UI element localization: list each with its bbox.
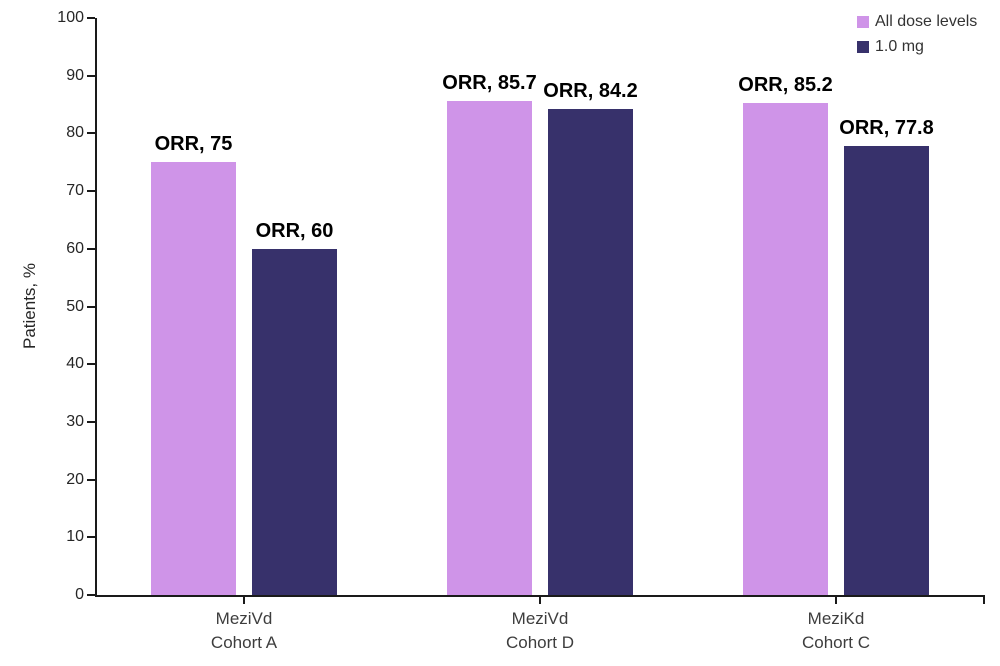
- y-tick-label: 0: [75, 586, 84, 603]
- y-tick-mark: [87, 190, 95, 193]
- y-tick-label: 90: [66, 66, 84, 84]
- y-tick-mark: [87, 74, 95, 77]
- bar-1-0-mg: [844, 146, 929, 595]
- bar-value-label: ORR, 84.2: [543, 80, 638, 103]
- y-tick-mark: [87, 536, 95, 539]
- y-tick-label: 40: [66, 355, 84, 373]
- y-tick-label: 50: [66, 297, 84, 315]
- y-tick-mark: [87, 363, 95, 366]
- legend-item: All dose levels: [857, 13, 977, 31]
- x-axis-end-tick-mark: [983, 597, 985, 604]
- x-tick-mark: [243, 597, 245, 604]
- y-tick-mark: [87, 594, 95, 596]
- y-tick-label: 80: [66, 124, 84, 142]
- y-tick-mark: [87, 420, 95, 423]
- bar-all-dose-levels: [151, 162, 236, 595]
- legend-label: 1.0 mg: [875, 38, 924, 55]
- y-tick-label: 100: [57, 9, 84, 26]
- legend-color-swatch: [857, 41, 869, 53]
- legend-label: All dose levels: [875, 13, 978, 30]
- bar-value-label: ORR, 60: [255, 219, 334, 242]
- bar-value-label: ORR, 85.7: [442, 71, 537, 94]
- bar-value-label: ORR, 75: [154, 133, 233, 156]
- legend: All dose levels 1.0 mg: [857, 13, 977, 56]
- legend-color-swatch: [857, 16, 869, 28]
- y-axis-title: Patients, %: [20, 263, 39, 349]
- y-tick-label: 60: [66, 239, 84, 257]
- y-tick-label: 70: [66, 182, 84, 200]
- y-tick-mark: [87, 478, 95, 481]
- x-axis-line: [95, 595, 985, 597]
- y-axis-line: [95, 18, 97, 597]
- bar-all-dose-levels: [743, 103, 828, 595]
- bar-1-0-mg: [252, 248, 337, 595]
- bar-all-dose-levels: [447, 100, 532, 595]
- y-tick-mark: [87, 247, 95, 250]
- bar-value-label: ORR, 85.2: [738, 74, 833, 97]
- x-category-label: MeziVd Cohort D: [505, 609, 575, 652]
- legend-item: 1.0 mg: [857, 38, 977, 56]
- bar-1-0-mg: [548, 109, 633, 595]
- x-category-label: MeziVd Cohort A: [210, 609, 278, 652]
- y-tick-label: 20: [66, 470, 84, 488]
- y-tick-label: 10: [66, 528, 84, 546]
- y-tick-mark: [87, 17, 95, 19]
- x-tick-mark: [835, 597, 837, 604]
- x-category-label: MeziKd Cohort C: [801, 609, 871, 652]
- y-tick-mark: [87, 305, 95, 308]
- y-tick-label: 30: [66, 412, 84, 430]
- y-tick-mark: [87, 132, 95, 135]
- x-tick-mark: [539, 597, 541, 604]
- bar-value-label: ORR, 77.8: [839, 117, 934, 140]
